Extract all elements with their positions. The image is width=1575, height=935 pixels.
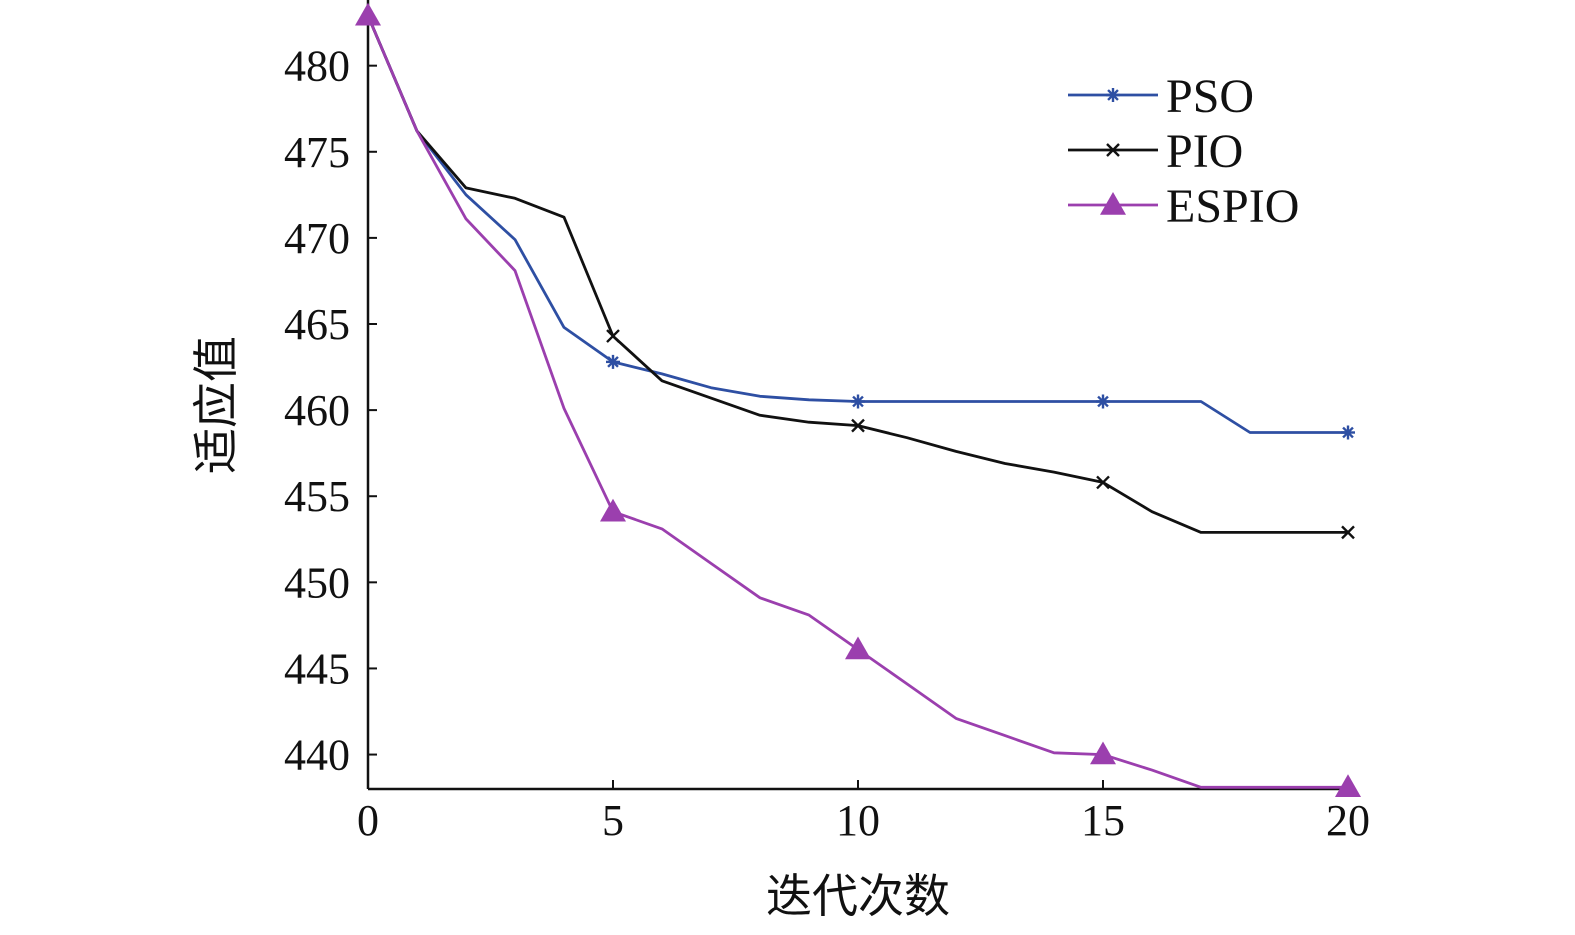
legend-label: ESPIO	[1166, 180, 1299, 233]
series-espio	[355, 2, 1361, 798]
y-tick-label: 445	[284, 644, 350, 693]
y-tick-label: 440	[284, 731, 350, 780]
point-pio	[851, 418, 865, 433]
point-espio	[355, 2, 381, 26]
x-tick-label: 10	[836, 796, 880, 845]
legend-item-pso: PSO	[1068, 70, 1254, 123]
point-espio	[1090, 741, 1116, 765]
axes: 0 5 10 15 20 440 445 450 455 460 465 470 475 480	[284, 0, 1370, 845]
legend-label: PIO	[1166, 125, 1243, 178]
y-tick-label: 470	[284, 214, 350, 263]
y-tick-label: 460	[284, 386, 350, 435]
x-tick-label: 0	[357, 796, 379, 845]
point-espio	[600, 498, 626, 522]
series-pso	[366, 15, 1355, 440]
point-espio	[1335, 774, 1361, 798]
point-pso	[1096, 394, 1110, 409]
point-pio	[1096, 475, 1110, 490]
x-tick-label: 5	[602, 796, 624, 845]
point-pio	[1341, 525, 1355, 540]
x-tick-label: 15	[1081, 796, 1125, 845]
point-pso	[851, 394, 865, 409]
series-layer	[355, 2, 1361, 798]
legend-marker	[1106, 88, 1120, 102]
legend-label: PSO	[1166, 70, 1254, 123]
y-axis-label: 适应值	[191, 336, 242, 474]
point-pso	[606, 354, 620, 369]
y-tick-label: 475	[284, 128, 350, 177]
legend-marker	[1106, 143, 1120, 157]
y-tick-label: 450	[284, 558, 350, 607]
series-pio	[366, 15, 1355, 540]
y-tick-label: 465	[284, 300, 350, 349]
y-tick-label: 480	[284, 42, 350, 91]
point-espio	[845, 636, 871, 660]
x-axis-label: 迭代次数	[766, 871, 950, 922]
legend-item-espio: ESPIO	[1068, 180, 1299, 233]
legend-marker	[1100, 192, 1126, 215]
y-tick-label: 455	[284, 472, 350, 521]
x-tick-label: 20	[1326, 796, 1370, 845]
legend-item-pio: PIO	[1068, 125, 1243, 178]
point-pio	[606, 329, 620, 343]
point-pso	[1341, 425, 1355, 440]
